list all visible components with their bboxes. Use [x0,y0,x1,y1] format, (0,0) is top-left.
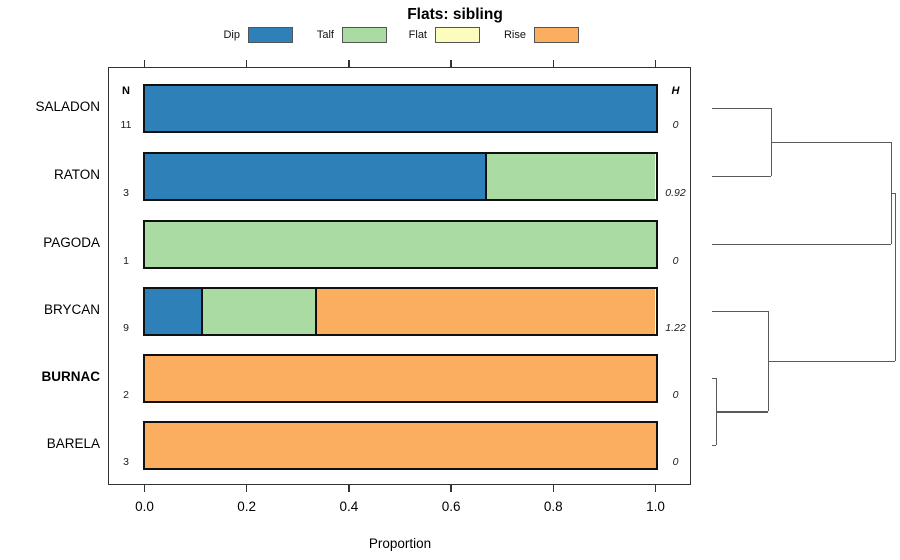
dendrogram-segment [711,243,891,246]
axis-tick-label: 0.6 [441,499,461,514]
axis-tick-top [450,60,452,67]
axis-tick-top [348,60,350,67]
legend-label: Dip [223,29,240,41]
stacked-bar [142,84,658,133]
row-label: RATON [53,167,100,182]
stacked-bar [142,287,658,336]
axis-tick-bottom [450,485,452,492]
dendrogram-segment [711,107,771,110]
h-value: 0.92 [665,187,686,199]
axis-tick-label: 0.2 [237,499,257,514]
axis-tick-label: 0.0 [135,499,154,514]
dendrogram-segment [711,175,771,178]
axis-tick-bottom [654,485,657,492]
row-label: BARELA [46,436,100,451]
h-value: 0 [672,389,679,401]
h-value: 1.22 [665,322,686,334]
axis-tick-top [654,60,657,67]
dendrogram-segment [767,310,770,412]
bar-segment-talf [485,154,656,199]
h-column-header: H [671,85,680,97]
stacked-bar [142,220,658,269]
h-value: 0 [672,456,679,468]
legend-item: Rise [459,27,579,43]
n-value: 11 [120,119,132,131]
bar-segment-dip [144,154,486,199]
axis-tick-bottom [348,485,350,492]
plot-box [108,67,691,485]
x-axis-label: Proportion [368,536,432,551]
axis-tick-label: 1.0 [646,499,665,514]
bar-segment-dip [144,289,202,334]
dendrogram-segment [767,361,895,363]
axis-tick-label: 0.4 [339,499,359,514]
n-column-header: N [122,85,130,97]
dendrogram-segment [890,192,895,195]
stacked-bar [142,354,658,403]
axis-tick-bottom [143,485,146,492]
row-label: SALADON [35,99,100,114]
stacked-bar [142,152,658,201]
legend-item: Flat [360,27,480,43]
n-value: 2 [123,389,129,401]
legend-label: Talf [316,29,334,41]
n-value: 9 [123,322,129,334]
bar-segment-rise [144,356,656,401]
legend-label: Flat [408,29,427,41]
h-value: 0 [672,255,679,267]
bar-segment-talf [201,289,315,334]
n-value: 3 [123,456,129,468]
legend-swatch-icon [248,27,293,43]
dendrogram-segment [711,444,716,447]
row-label: PAGODA [43,235,100,250]
h-value: 0 [672,119,679,131]
legend-label: Rise [503,29,526,41]
n-value: 1 [123,255,129,267]
chart-title: Flats: sibling [407,6,503,23]
bar-segment-dip [144,86,656,131]
bar-segment-rise [314,289,656,334]
axis-tick-label: 0.8 [543,499,563,514]
legend-item: Talf [267,27,387,43]
row-label: BURNAC [41,369,101,384]
bar-segment-rise [144,423,656,468]
legend-swatch-icon [435,27,480,43]
dendrogram-segment [711,310,768,313]
legend-item: Dip [173,27,293,43]
dendrogram-segment [711,377,716,380]
stacked-bar [142,421,658,470]
axis-tick-bottom [245,485,248,492]
bar-segment-talf [144,222,656,267]
dendrogram-segment [715,411,768,413]
dendrogram-segment [770,141,891,144]
legend-swatch-icon [342,27,387,43]
axis-tick-top [143,60,146,67]
legend-swatch-icon [534,27,579,43]
dendrogram-segment [894,192,897,362]
n-value: 3 [123,187,129,199]
axis-tick-top [552,60,555,67]
axis-tick-top [245,60,248,67]
row-label: BRYCAN [43,302,100,317]
axis-tick-bottom [552,485,555,492]
